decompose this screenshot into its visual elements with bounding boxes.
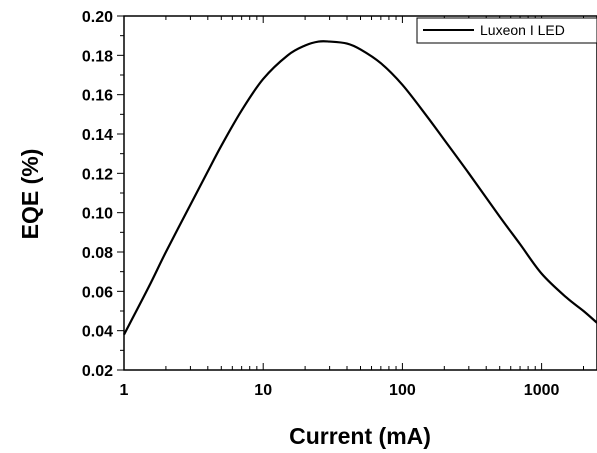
series-layer [123, 40, 597, 336]
y-tick-label: 0.04 [82, 324, 113, 341]
x-tick-label: 1 [120, 382, 129, 399]
x-axis-title: Current (mA) [289, 423, 431, 449]
y-tick-label: 0.12 [82, 166, 113, 183]
plot-frame [123, 15, 597, 371]
y-axis-title: EQE (%) [17, 149, 43, 240]
y-tick-label: 0.02 [82, 363, 113, 380]
plot-border [123, 15, 597, 371]
y-tick-label: 0.10 [82, 206, 113, 223]
x-tick-label: 1000 [524, 382, 560, 399]
legend-label: Luxeon I LED [480, 22, 565, 38]
x-tick-label: 100 [389, 382, 416, 399]
y-tick-label: 0.08 [82, 245, 113, 262]
y-tick-label: 0.20 [82, 9, 113, 26]
x-axis-ticks: 1 10 100 1000 [120, 16, 585, 399]
y-tick-label: 0.16 [82, 88, 113, 105]
y-tick-label: 0.14 [82, 127, 113, 144]
y-tick-label: 0.06 [82, 284, 113, 301]
y-tick-label: 0.18 [82, 48, 113, 65]
series-line-luxeon-i-led [123, 40, 597, 336]
legend: Luxeon I LED [416, 17, 597, 44]
y-axis-ticks: 0.02 0.04 0.06 0.08 0.10 0.12 0.14 0.16 0.18 0.20 [82, 9, 124, 380]
x-tick-label: 10 [254, 382, 272, 399]
